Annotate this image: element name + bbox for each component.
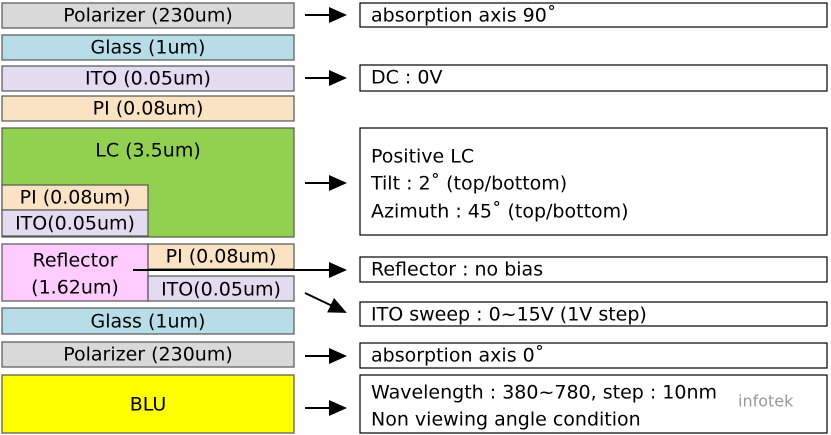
- layer: [1, 209, 149, 237]
- arrow: [304, 292, 347, 313]
- note-box: [359, 342, 828, 369]
- layer: [1, 65, 295, 92]
- note-box: [359, 127, 828, 236]
- watermark: infotek: [738, 392, 794, 411]
- layer-label: ITO(0.05um): [161, 279, 281, 301]
- layer-label: Polarizer (230um): [63, 344, 233, 366]
- layer-label: Glass (1um): [91, 311, 206, 333]
- layer-label: PI (0.08um): [166, 246, 277, 268]
- arrows: [133, 7, 347, 416]
- note-text: absorption axis 90˚: [371, 5, 556, 27]
- note-text: ITO sweep : 0~15V (1V step): [371, 304, 647, 326]
- layer-label: BLU: [130, 394, 167, 416]
- layers: Polarizer (230um) Glass (1um) ITO (0.05u…: [1, 2, 295, 434]
- layer: [1, 95, 295, 122]
- note-text: Reflector : no bias: [371, 259, 543, 281]
- layer: [1, 34, 295, 61]
- note-text: Azimuth : 45˚ (top/bottom): [371, 201, 629, 223]
- layer-label: PI (0.08um): [93, 98, 204, 120]
- layer-label: (1.62um): [31, 277, 119, 299]
- note-box: [359, 374, 828, 434]
- layer-label: PI (0.08um): [20, 187, 131, 209]
- note-text: Positive LC: [371, 146, 474, 168]
- layer-label: Polarizer (230um): [63, 5, 233, 27]
- layer-label: Reflector: [32, 250, 117, 272]
- layer-label: LC (3.5um): [95, 140, 200, 162]
- note-box: [359, 301, 828, 327]
- layer-label: Glass (1um): [91, 37, 206, 59]
- layer: [147, 275, 295, 302]
- note-text: Tilt : 2˚ (top/bottom): [370, 173, 567, 195]
- layer-label: ITO (0.05um): [85, 68, 211, 90]
- note-box: [359, 64, 828, 92]
- layer: [1, 243, 149, 302]
- note-box: [359, 256, 828, 283]
- note-text: absorption axis 0˚: [371, 345, 544, 367]
- note-text: DC : 0V: [371, 67, 442, 89]
- layer: [1, 341, 295, 368]
- layer-label: ITO(0.05um): [15, 213, 135, 235]
- layer: [1, 307, 295, 335]
- note-box: [359, 2, 828, 28]
- layer: [1, 2, 295, 29]
- note-text: Non viewing angle condition: [371, 409, 641, 431]
- notes: absorption axis 90˚ DC : 0V Positive LC …: [359, 2, 828, 434]
- note-text: Wavelength : 380~780, step : 10nm: [371, 382, 717, 404]
- layer: [1, 374, 295, 434]
- layer: [1, 184, 149, 211]
